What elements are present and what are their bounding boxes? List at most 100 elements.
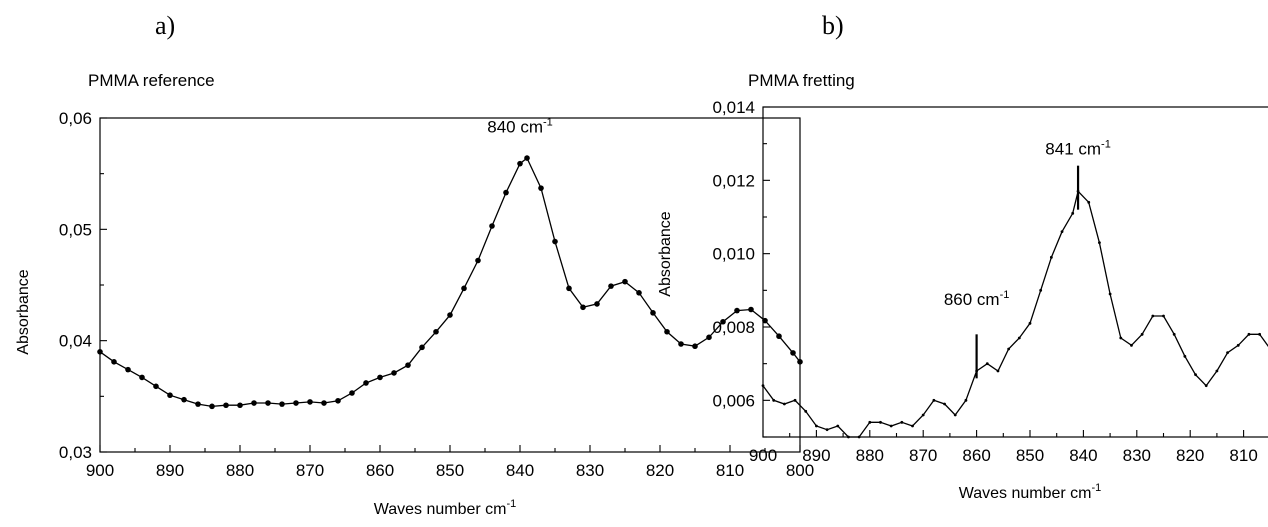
chart-a-data-point [790, 350, 796, 356]
chart-a-ylabel: Absorbance [15, 269, 32, 354]
chart-a-xtick-label: 900 [86, 461, 114, 480]
chart-b-data-point [1226, 351, 1229, 355]
chart-b-data-point [1098, 241, 1101, 245]
panel-label-a: a) [155, 11, 175, 40]
chart-a-data-point [195, 401, 201, 407]
chart-b-data-point [996, 369, 1000, 373]
chart-a-data-point [391, 370, 397, 376]
chart-b-ytick-label: 0,006 [712, 391, 755, 410]
chart-b-data-point [953, 413, 957, 417]
chart-a-data-point [111, 359, 117, 365]
chart-b-title: PMMA fretting [748, 71, 855, 90]
chart-a-ytick-label: 0,04 [59, 332, 92, 351]
chart-a-data-point [293, 400, 299, 406]
chart-a-xtick-label: 800 [786, 461, 814, 480]
chart-b-ytick-label: 0,010 [712, 245, 755, 264]
chart-b-data-point [1060, 230, 1064, 234]
chart-a-ytick-label: 0,05 [59, 220, 92, 239]
chart-b-ytick-label: 0,008 [712, 318, 755, 337]
chart-b-data-point [911, 424, 914, 428]
chart-b-xtick-label: 900 [749, 446, 777, 465]
chart-a-data-point [181, 396, 187, 403]
chart-b-xtick-label: 840 [1069, 446, 1097, 465]
chart-b-data-point [964, 398, 968, 402]
chart-a-data-point [706, 334, 712, 341]
chart-a-xtick-label: 870 [296, 461, 324, 480]
chart-b-xtick-label: 820 [1176, 446, 1204, 465]
chart-b-data-point [1258, 332, 1262, 336]
chart-b-data-point [782, 402, 786, 406]
chart-a-data-point [335, 397, 341, 404]
chart-a-data-point [405, 362, 411, 368]
chart-b-xtick-label: 860 [962, 446, 990, 465]
chart-b-data-point [1049, 255, 1053, 259]
chart-a-xtick-label: 830 [576, 461, 604, 480]
chart-a-data-point [447, 312, 453, 318]
chart-a-data-point [776, 333, 782, 340]
chart-b-data-point [1039, 288, 1043, 292]
chart-b-data-point [1130, 343, 1133, 347]
chart-b-xtick-label: 810 [1229, 446, 1257, 465]
chart-a-title: PMMA reference [88, 71, 215, 90]
chart-b-data-point [1215, 369, 1219, 373]
chart-b-data-point [943, 402, 946, 406]
chart-b-peak-annotation: 860 cm-1 [944, 289, 1010, 309]
chart-a-data-point [566, 285, 572, 292]
chart-b-data-point [815, 424, 818, 428]
chart-b-data-point [804, 409, 808, 413]
chart-a-data-point [489, 223, 495, 229]
chart-pmma-reference: PMMA reference Absorbance Waves number c… [15, 71, 814, 518]
chart-b-data-point [793, 398, 797, 402]
chart-a-data-point [664, 328, 670, 335]
chart-a-xlabel: Waves number cm-1 [374, 498, 517, 518]
chart-b-data-point [1162, 314, 1165, 318]
chart-a-data-point [279, 401, 285, 407]
panel-label-b: b) [822, 11, 844, 40]
chart-a-data-point [167, 392, 173, 399]
chart-b-ylabel: Absorbance [657, 211, 674, 296]
chart-a-plot-frame [99, 117, 801, 453]
chart-b-data-point [825, 428, 829, 432]
chart-a-data-point [223, 402, 229, 409]
chart-a-data-point [237, 402, 243, 409]
chart-a-data-point [524, 155, 530, 161]
chart-b-data-point [932, 398, 936, 402]
chart-b-data-point [1236, 343, 1240, 347]
chart-a-data-point [503, 189, 509, 196]
chart-b-data-point [1087, 200, 1091, 204]
chart-b-ytick-label: 0,012 [712, 171, 755, 190]
chart-a-data-point [251, 400, 257, 406]
chart-pmma-fretting: PMMA fretting Absorbance Waves number cm… [657, 71, 1268, 502]
chart-b-data-point [1108, 292, 1112, 296]
chart-b-data-point [1172, 332, 1176, 336]
chart-b-ytick-label: 0,014 [712, 98, 755, 117]
chart-a-peak-annotation: 840 cm-1 [487, 116, 553, 136]
chart-b-peak-annotation: 841 cm-1 [1045, 139, 1111, 159]
chart-b-data-point [1247, 332, 1251, 336]
chart-b-data-point [1183, 354, 1187, 358]
chart-a-data-point [594, 301, 600, 307]
chart-a-xtick-label: 880 [226, 461, 254, 480]
chart-a-xtick-label: 840 [506, 461, 534, 480]
chart-a-series-line [99, 157, 801, 408]
chart-a-data-point [419, 344, 425, 351]
chart-b-xtick-label: 880 [856, 446, 884, 465]
chart-b-data-point [1194, 373, 1197, 377]
chart-a-data-point [321, 400, 327, 406]
chart-a-data-point [748, 306, 754, 313]
chart-b-data-point [868, 420, 872, 424]
chart-a-data-point [475, 257, 481, 264]
chart-a-data-point [363, 380, 369, 386]
chart-a-data-point [433, 328, 439, 335]
chart-a-data-point [734, 307, 740, 314]
chart-b-xtick-label: 870 [909, 446, 937, 465]
chart-a-data-point [209, 403, 215, 410]
chart-a-data-point [622, 278, 628, 285]
chart-b-xtick-label: 850 [1016, 446, 1044, 465]
chart-b-data-point [1007, 347, 1011, 351]
chart-a-data-point [153, 383, 159, 390]
chart-a-data-point [517, 160, 523, 167]
chart-b-data-point [836, 424, 840, 428]
chart-a-data-point [650, 310, 656, 316]
